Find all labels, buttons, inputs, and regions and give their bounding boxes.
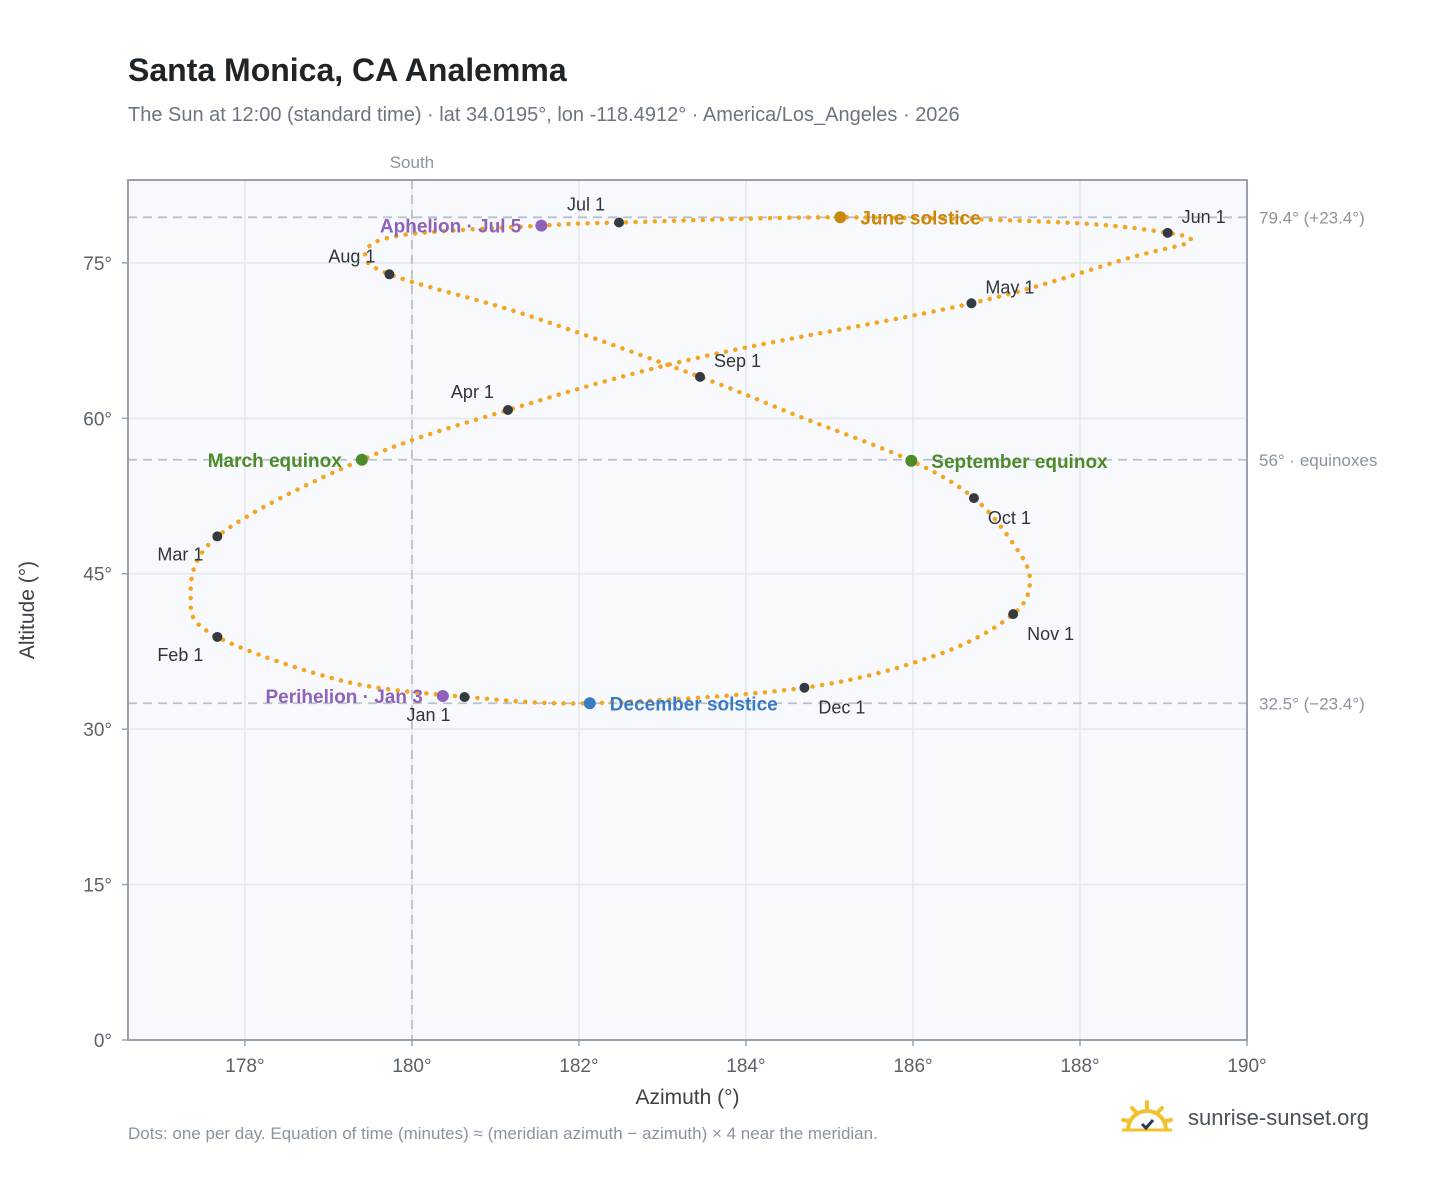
month-marker-dot <box>212 531 223 542</box>
month-marker-label: Aug 1 <box>328 246 375 266</box>
plot-frame <box>127 179 1248 1041</box>
month-marker-dot <box>459 692 470 703</box>
reference-line-label: 32.5° (−23.4°) <box>1259 694 1365 713</box>
month-marker-label: Jan 1 <box>406 705 450 725</box>
event-marker-label: June solstice <box>860 208 980 229</box>
x-tick-label: 190° <box>1227 1056 1266 1077</box>
x-tick-label: 182° <box>559 1056 598 1077</box>
event-marker-dot <box>355 453 368 466</box>
event-marker-dot <box>535 219 548 232</box>
month-marker-dot <box>695 371 706 382</box>
month-marker-label: Sep 1 <box>714 351 761 371</box>
month-marker-label: May 1 <box>985 277 1034 297</box>
month-marker-dot <box>384 269 395 280</box>
event-marker-dot <box>905 454 918 467</box>
plot-background <box>128 180 1247 1040</box>
meridian-label: South <box>390 153 434 172</box>
axis-ticks: 178° 180° 182° 184° 186° 188° 190° 0° 15° 30° 45° 6… <box>83 254 1266 1077</box>
event-marker-dot <box>834 211 847 224</box>
x-tick-label: 180° <box>392 1056 431 1077</box>
month-marker-label: Nov 1 <box>1027 624 1074 644</box>
brand-logo[interactable]: sunrise-sunset.org <box>1120 1100 1369 1136</box>
month-marker-label: Mar 1 <box>157 544 203 564</box>
month-marker-dot <box>968 493 979 504</box>
brand-text: sunrise-sunset.org <box>1188 1105 1369 1130</box>
x-tick-label: 188° <box>1060 1056 1099 1077</box>
footnote: Dots: one per day. Equation of time (min… <box>128 1124 878 1143</box>
month-marker-dot <box>1008 609 1019 620</box>
reference-lines: South 79.4° (+23.4°) 56° · equinoxes 32.5° … <box>128 153 1377 1040</box>
y-tick-label: 15° <box>83 876 112 897</box>
event-marker-label: Perihelion · Jan 3 <box>265 687 422 708</box>
month-markers: Jan 1 Feb 1 Mar 1 Apr 1 May 1 Jun 1 Jul 1 Aug 1… <box>157 194 1225 725</box>
y-axis-title: Altitude (°) <box>16 561 39 659</box>
analemma-path <box>188 215 1194 706</box>
reference-line-label: 79.4° (+23.4°) <box>1259 208 1365 227</box>
y-tick-label: 45° <box>83 565 112 586</box>
month-marker-dot <box>614 217 625 228</box>
x-axis-title: Azimuth (°) <box>635 1086 739 1109</box>
month-marker-label: Jul 1 <box>567 194 605 214</box>
event-marker-label: Aphelion · Jul 5 <box>380 217 522 238</box>
event-marker-label: December solstice <box>610 694 778 715</box>
grid-lines <box>128 180 1247 1040</box>
y-tick-label: 75° <box>83 254 112 275</box>
event-marker-label: March equinox <box>208 451 343 472</box>
chart-title: Santa Monica, CA Analemma <box>128 52 567 88</box>
month-marker-label: Dec 1 <box>818 698 865 718</box>
chart-subtitle: The Sun at 12:00 (standard time) · lat 3… <box>128 104 960 126</box>
y-tick-label: 0° <box>94 1031 112 1052</box>
month-marker-label: Apr 1 <box>451 382 494 402</box>
x-tick-label: 184° <box>726 1056 765 1077</box>
month-marker-dot <box>799 682 810 693</box>
month-marker-dot <box>966 298 977 309</box>
event-marker-dot <box>583 697 596 710</box>
event-markers: June solstice December solstice March equi… <box>208 208 1108 715</box>
month-marker-label: Jun 1 <box>1182 207 1226 227</box>
event-marker-dot <box>436 690 449 702</box>
event-marker-label: September equinox <box>931 452 1108 473</box>
month-marker-label: Feb 1 <box>157 645 203 665</box>
sun-logo-icon <box>1121 1100 1173 1132</box>
daily-sun-dots <box>188 215 1194 706</box>
month-marker-dot <box>502 405 513 416</box>
reference-line-label: 56° · equinoxes <box>1259 451 1377 470</box>
x-tick-label: 186° <box>893 1056 932 1077</box>
y-tick-label: 30° <box>83 720 112 741</box>
month-marker-dot <box>212 631 223 642</box>
x-tick-label: 178° <box>225 1056 264 1077</box>
month-marker-label: Oct 1 <box>988 508 1031 528</box>
y-tick-label: 60° <box>83 409 112 430</box>
month-marker-dot <box>1162 227 1173 238</box>
